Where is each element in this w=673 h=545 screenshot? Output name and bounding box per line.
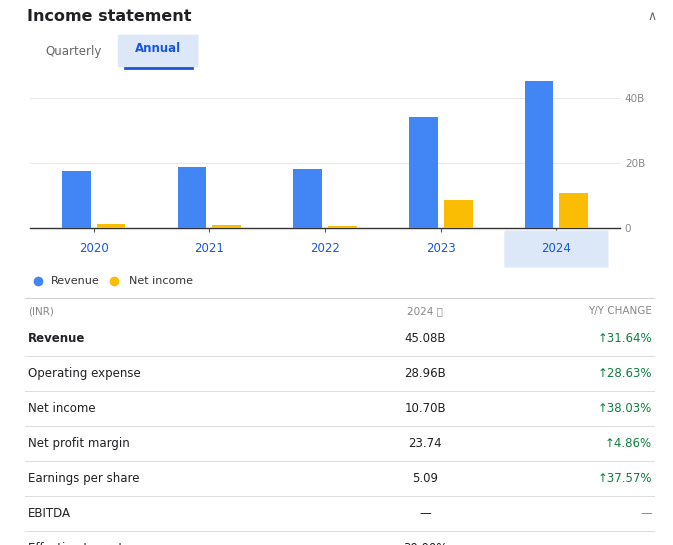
Bar: [328, 226, 357, 228]
Text: 2023: 2023: [426, 243, 456, 256]
Text: Y/Y CHANGE: Y/Y CHANGE: [588, 306, 652, 316]
Bar: [178, 167, 207, 228]
Text: ↑31.64%: ↑31.64%: [597, 332, 652, 346]
Bar: [96, 224, 125, 228]
Text: Net income: Net income: [28, 402, 96, 415]
FancyBboxPatch shape: [504, 231, 608, 268]
Bar: [524, 82, 553, 228]
Text: 2020: 2020: [79, 243, 108, 256]
Text: —: —: [640, 542, 652, 545]
Text: 2024 ⓘ: 2024 ⓘ: [407, 306, 443, 316]
Text: (INR): (INR): [28, 306, 54, 316]
Bar: [62, 171, 91, 228]
Text: 2021: 2021: [194, 243, 224, 256]
Text: 5.09: 5.09: [412, 473, 438, 485]
Text: Quarterly: Quarterly: [46, 45, 102, 58]
Text: Revenue: Revenue: [51, 276, 100, 286]
Text: ↑38.03%: ↑38.03%: [598, 402, 652, 415]
Text: Net income: Net income: [129, 276, 193, 286]
Bar: [409, 117, 438, 228]
Text: ↑4.86%: ↑4.86%: [605, 437, 652, 450]
FancyBboxPatch shape: [118, 35, 199, 68]
Text: Net profit margin: Net profit margin: [28, 437, 130, 450]
Bar: [293, 169, 322, 228]
Text: ↑28.63%: ↑28.63%: [598, 367, 652, 380]
Text: 30.00%: 30.00%: [403, 542, 448, 545]
Text: EBITDA: EBITDA: [28, 507, 71, 520]
Text: Income statement: Income statement: [27, 9, 191, 24]
Text: Earnings per share: Earnings per share: [28, 473, 140, 485]
Bar: [444, 201, 472, 228]
Text: 10.70B: 10.70B: [404, 402, 446, 415]
Text: Annual: Annual: [135, 43, 181, 56]
Text: ↑37.57%: ↑37.57%: [598, 473, 652, 485]
Text: 45.08B: 45.08B: [404, 332, 446, 346]
Text: 2022: 2022: [310, 243, 340, 256]
Bar: [212, 225, 241, 228]
Text: 23.74: 23.74: [409, 437, 442, 450]
Text: Effective tax rate: Effective tax rate: [28, 542, 131, 545]
Text: —: —: [419, 507, 431, 520]
Text: Operating expense: Operating expense: [28, 367, 141, 380]
Text: —: —: [640, 507, 652, 520]
Bar: [559, 193, 588, 228]
Text: 28.96B: 28.96B: [404, 367, 446, 380]
Text: ∧: ∧: [647, 10, 656, 23]
Text: 2024: 2024: [542, 243, 571, 256]
Text: Revenue: Revenue: [28, 332, 85, 346]
